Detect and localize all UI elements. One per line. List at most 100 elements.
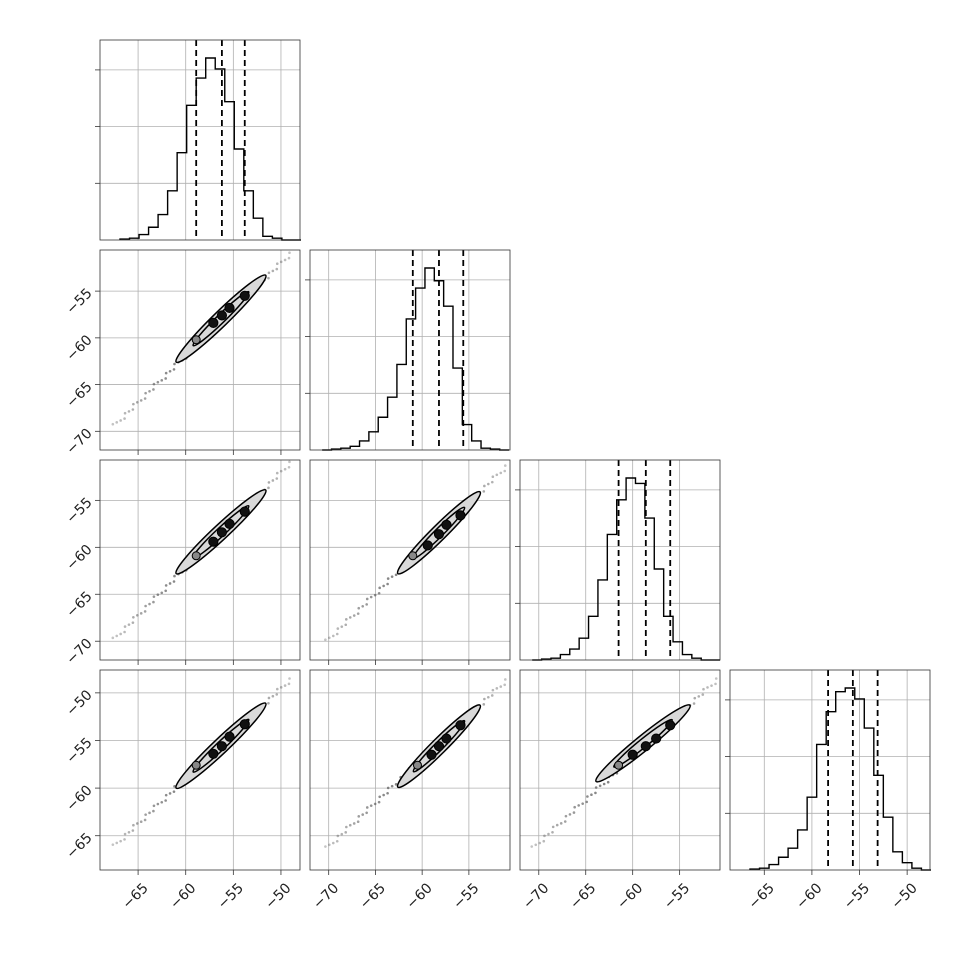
sample-point [135,822,139,825]
sample-point [340,832,344,836]
sample-point [331,634,335,638]
sample-point [352,822,356,825]
sample-point [127,410,131,413]
sample-point [143,397,147,400]
sample-point [394,783,398,786]
density-peak [224,518,235,529]
sample-point [714,677,718,680]
sample-point [275,262,279,265]
x-tick-label: −50 [262,880,294,912]
x-tick-label: −60 [167,880,199,912]
sample-point [279,260,283,264]
sample-point [482,703,486,706]
sample-point [378,586,381,590]
sample-point [267,481,271,484]
sample-point [132,402,135,406]
sample-point [135,400,139,404]
y-tick-label: −70 [63,426,95,458]
density-peak [614,760,624,770]
scatter-content [324,464,507,642]
sample-point [335,839,339,843]
sample-point [543,834,546,838]
sample-point [386,577,390,580]
sample-point [164,371,168,375]
sample-point [275,687,279,691]
sample-point [348,616,352,619]
sample-point [152,388,155,391]
sample-point [495,687,499,690]
density-peak [216,310,228,321]
sample-point [534,843,538,847]
histogram-3 [749,687,931,871]
x-tick-label: −65 [357,880,389,912]
sample-point [568,813,572,816]
sample-point [487,695,490,699]
scatter-panel-3-0 [99,669,301,871]
sample-point [331,841,335,845]
scatter-content [111,251,291,426]
sample-point [328,843,331,847]
sample-point [361,604,365,608]
hist-panel-2 [515,459,721,661]
sample-point [173,574,176,578]
sample-point [127,623,131,626]
sample-point [148,390,151,393]
density-peak [455,510,466,521]
sample-point [344,618,348,621]
histogram-1 [322,267,510,451]
sample-point [324,845,327,848]
sample-point [135,614,139,617]
hist-panel-1 [305,249,511,451]
scatter-panel-2-1 [309,459,511,661]
sample-point [491,475,495,479]
sample-point [111,843,115,846]
sample-point [590,793,593,797]
sample-point [344,623,348,627]
density-peak [651,733,662,744]
sample-point [382,584,385,588]
sample-point [152,804,156,808]
sample-point [365,597,369,601]
sample-point [336,627,340,630]
sample-point [139,820,143,823]
density-peak [191,760,201,770]
sample-point [344,831,348,834]
sample-point [701,693,705,696]
sample-point [483,697,486,701]
panel-frame [309,249,511,451]
sample-point [283,258,287,262]
density-peak [408,551,418,561]
sample-point [495,473,499,477]
sample-point [164,589,167,593]
sample-point [386,582,389,586]
y-tick-label: −60 [63,332,95,364]
sample-point [487,482,490,486]
sample-point [336,834,340,838]
sample-point [164,584,168,587]
sample-point [152,595,156,598]
scatter-content [324,678,507,848]
density-peak [412,760,422,770]
sample-point [139,612,143,615]
sample-point [499,685,503,688]
sample-point [357,606,361,610]
sample-point [483,484,486,488]
sample-point [168,582,172,585]
sample-point [361,813,365,816]
sample-point [369,595,373,599]
density-peak [455,720,466,731]
sample-point [115,421,119,424]
panel-frame [99,249,301,451]
sample-point [365,603,368,606]
sample-point [160,800,164,804]
y-tick-label: −65 [63,589,95,621]
sample-point [386,786,390,790]
x-tick-label: −60 [404,880,436,912]
sample-point [123,417,126,420]
sample-point [377,800,381,804]
density-peak [426,749,437,760]
sample-point [555,823,559,827]
y-tick-label: −55 [63,495,95,527]
sample-point [287,256,291,260]
